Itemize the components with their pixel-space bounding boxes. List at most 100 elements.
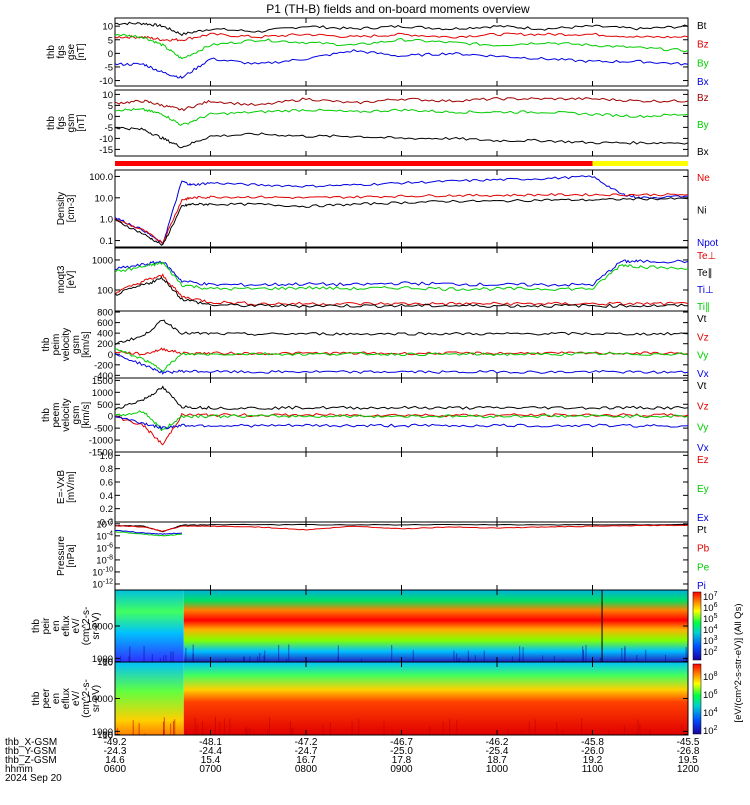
y-tick-label: 10-12 bbox=[92, 578, 113, 590]
y-axis-label-line: peem bbox=[51, 402, 62, 427]
ephemeris-value: -26.8 bbox=[677, 746, 700, 757]
y-tick-label: 0.2 bbox=[100, 504, 113, 515]
legend-Npot: Npot bbox=[697, 238, 718, 249]
series-by-line bbox=[114, 33, 689, 60]
y-tick-label: -200 bbox=[94, 360, 113, 371]
legend-Bt: Bt bbox=[697, 21, 707, 32]
y-axis-label-line: [cm-3] bbox=[66, 194, 77, 222]
heatmap-early bbox=[115, 590, 184, 662]
panel-fgs_gse: 10 5 0 -5 -10 thb fgs gse [nT] Bt Bz By Bx bbox=[46, 17, 709, 88]
series-bt-line bbox=[114, 21, 689, 37]
y-axis-label: E=-VxB [mV/m] bbox=[56, 470, 77, 505]
series-ti∥-line bbox=[114, 261, 689, 292]
y-axis-label-line: gsm bbox=[71, 406, 82, 425]
series-npot-line bbox=[114, 175, 689, 246]
ephemeris-date: 2024 Sep 20 bbox=[5, 773, 62, 784]
ephemeris-value: 0900 bbox=[390, 764, 413, 775]
series-ni-line bbox=[114, 197, 689, 246]
y-axis-label-line: thb bbox=[46, 116, 57, 130]
y-axis-label: thb fgs gse [nT] bbox=[46, 43, 87, 60]
heatmap-main bbox=[183, 662, 688, 735]
series-te⊥-line bbox=[114, 273, 689, 306]
y-axis-label-line: thb bbox=[41, 337, 52, 351]
y-axis-label-line: (cm^2-s- bbox=[81, 607, 92, 646]
legend-Vz: Vz bbox=[697, 332, 709, 343]
ephemeris-value: -47.2 bbox=[295, 737, 318, 748]
legend-By: By bbox=[697, 120, 709, 131]
ephemeris-value: -45.5 bbox=[677, 737, 700, 748]
ephemeris-value: 1000 bbox=[486, 764, 509, 775]
y-axis-label-line: eflux bbox=[61, 615, 72, 636]
y-tick-label: 0.8 bbox=[100, 464, 113, 475]
y-tick-label: 10 bbox=[102, 90, 113, 101]
panel-density: 100.0 10.0 1.0 0.1 Density [cm-3] Ne Ni Npot bbox=[56, 169, 718, 249]
ephemeris-value: -24.4 bbox=[199, 746, 222, 757]
y-tick-label: 100 bbox=[97, 730, 113, 741]
y-tick-label: 1.0 bbox=[100, 451, 113, 462]
legend-Vt: Vt bbox=[697, 381, 707, 392]
ephemeris-value: -25.0 bbox=[390, 746, 413, 757]
y-tick-label: 10-6 bbox=[96, 542, 113, 554]
y-tick-label: -10 bbox=[99, 134, 113, 145]
colorbar: 107106105104103102108106104102[eV/(cm^2-… bbox=[692, 591, 744, 737]
y-axis-label-line: (cm^2-s- bbox=[81, 679, 92, 718]
y-axis-label-line: E=-VxB bbox=[56, 470, 67, 505]
legend-Ez: Ez bbox=[697, 455, 709, 466]
y-tick-label: -1000 bbox=[89, 436, 113, 447]
colorbar-tick: 106 bbox=[703, 602, 718, 614]
ephemeris-value: 15.4 bbox=[201, 755, 221, 766]
series-vy-line bbox=[114, 410, 689, 432]
y-axis-label-line: sr-eV) bbox=[91, 685, 102, 712]
legend-Ex: Ex bbox=[697, 513, 709, 524]
legend-Bz: Bz bbox=[697, 93, 709, 104]
ephemeris-value: 1200 bbox=[677, 764, 700, 775]
ephemeris-row-label: hhmm bbox=[5, 764, 33, 775]
y-axis-label: moqt3 [eV] bbox=[56, 265, 77, 293]
ephemeris-value: 17.8 bbox=[392, 755, 412, 766]
y-axis-label-line: Density bbox=[56, 192, 67, 225]
ephemeris-value: -26.0 bbox=[581, 746, 604, 757]
y-tick-label: 1500 bbox=[92, 376, 113, 387]
y-tick-label: 5 bbox=[108, 35, 113, 46]
panel-temperature: 1000 100 moqt3 [eV] Te⊥ Te∥ Ti⊥ Ti∥ bbox=[56, 247, 716, 313]
ephemeris-value: 1100 bbox=[582, 764, 604, 775]
y-tick-label: 5 bbox=[108, 101, 113, 112]
y-axis-label-line: gse bbox=[66, 44, 77, 61]
y-tick-label: 100.0 bbox=[89, 172, 113, 183]
colorbar-tick: 103 bbox=[703, 635, 718, 647]
ephemeris-value: -46.2 bbox=[486, 737, 509, 748]
y-tick-label: 0 bbox=[108, 412, 113, 423]
y-tick-label: 10 bbox=[102, 22, 113, 33]
series-te∥-line bbox=[114, 276, 688, 308]
y-tick-label: 10-10 bbox=[92, 566, 113, 578]
series-vx-line bbox=[114, 352, 689, 375]
legend-Ti∥: Ti∥ bbox=[697, 302, 710, 313]
colorbar-tick: 105 bbox=[703, 613, 718, 625]
y-tick-label: 400 bbox=[97, 329, 113, 340]
colorbar-tick: 107 bbox=[703, 591, 718, 603]
legend-Te⊥: Te⊥ bbox=[697, 251, 716, 262]
series-ti⊥-line bbox=[114, 259, 689, 287]
panel-frame bbox=[114, 310, 689, 379]
legend-Vy: Vy bbox=[697, 422, 708, 433]
series-bx-line bbox=[114, 49, 689, 79]
colorbar-tick: 102 bbox=[703, 646, 718, 658]
legend-Ti⊥: Ti⊥ bbox=[697, 285, 714, 296]
ephemeris-row-label: thb_Y-GSM bbox=[5, 746, 56, 757]
y-axis-label: thb peir en eflux eV/(cm^2-s-sr-eV) bbox=[31, 607, 102, 646]
colorbar-tick: 104 bbox=[703, 624, 718, 636]
legend-Pt: Pt bbox=[697, 525, 707, 536]
ephemeris-value: 14.6 bbox=[105, 755, 125, 766]
y-tick-label: -500 bbox=[94, 424, 113, 435]
y-tick-label: 10000 bbox=[87, 622, 113, 633]
y-axis-label-line: thb bbox=[41, 408, 52, 422]
legend-Vx: Vx bbox=[697, 443, 709, 454]
series-ne-line bbox=[114, 193, 689, 244]
ephemeris-row-label: thb_Z-GSM bbox=[5, 755, 57, 766]
y-tick-label: 0 bbox=[108, 112, 113, 123]
y-axis-label-line: sr-eV) bbox=[91, 612, 102, 639]
